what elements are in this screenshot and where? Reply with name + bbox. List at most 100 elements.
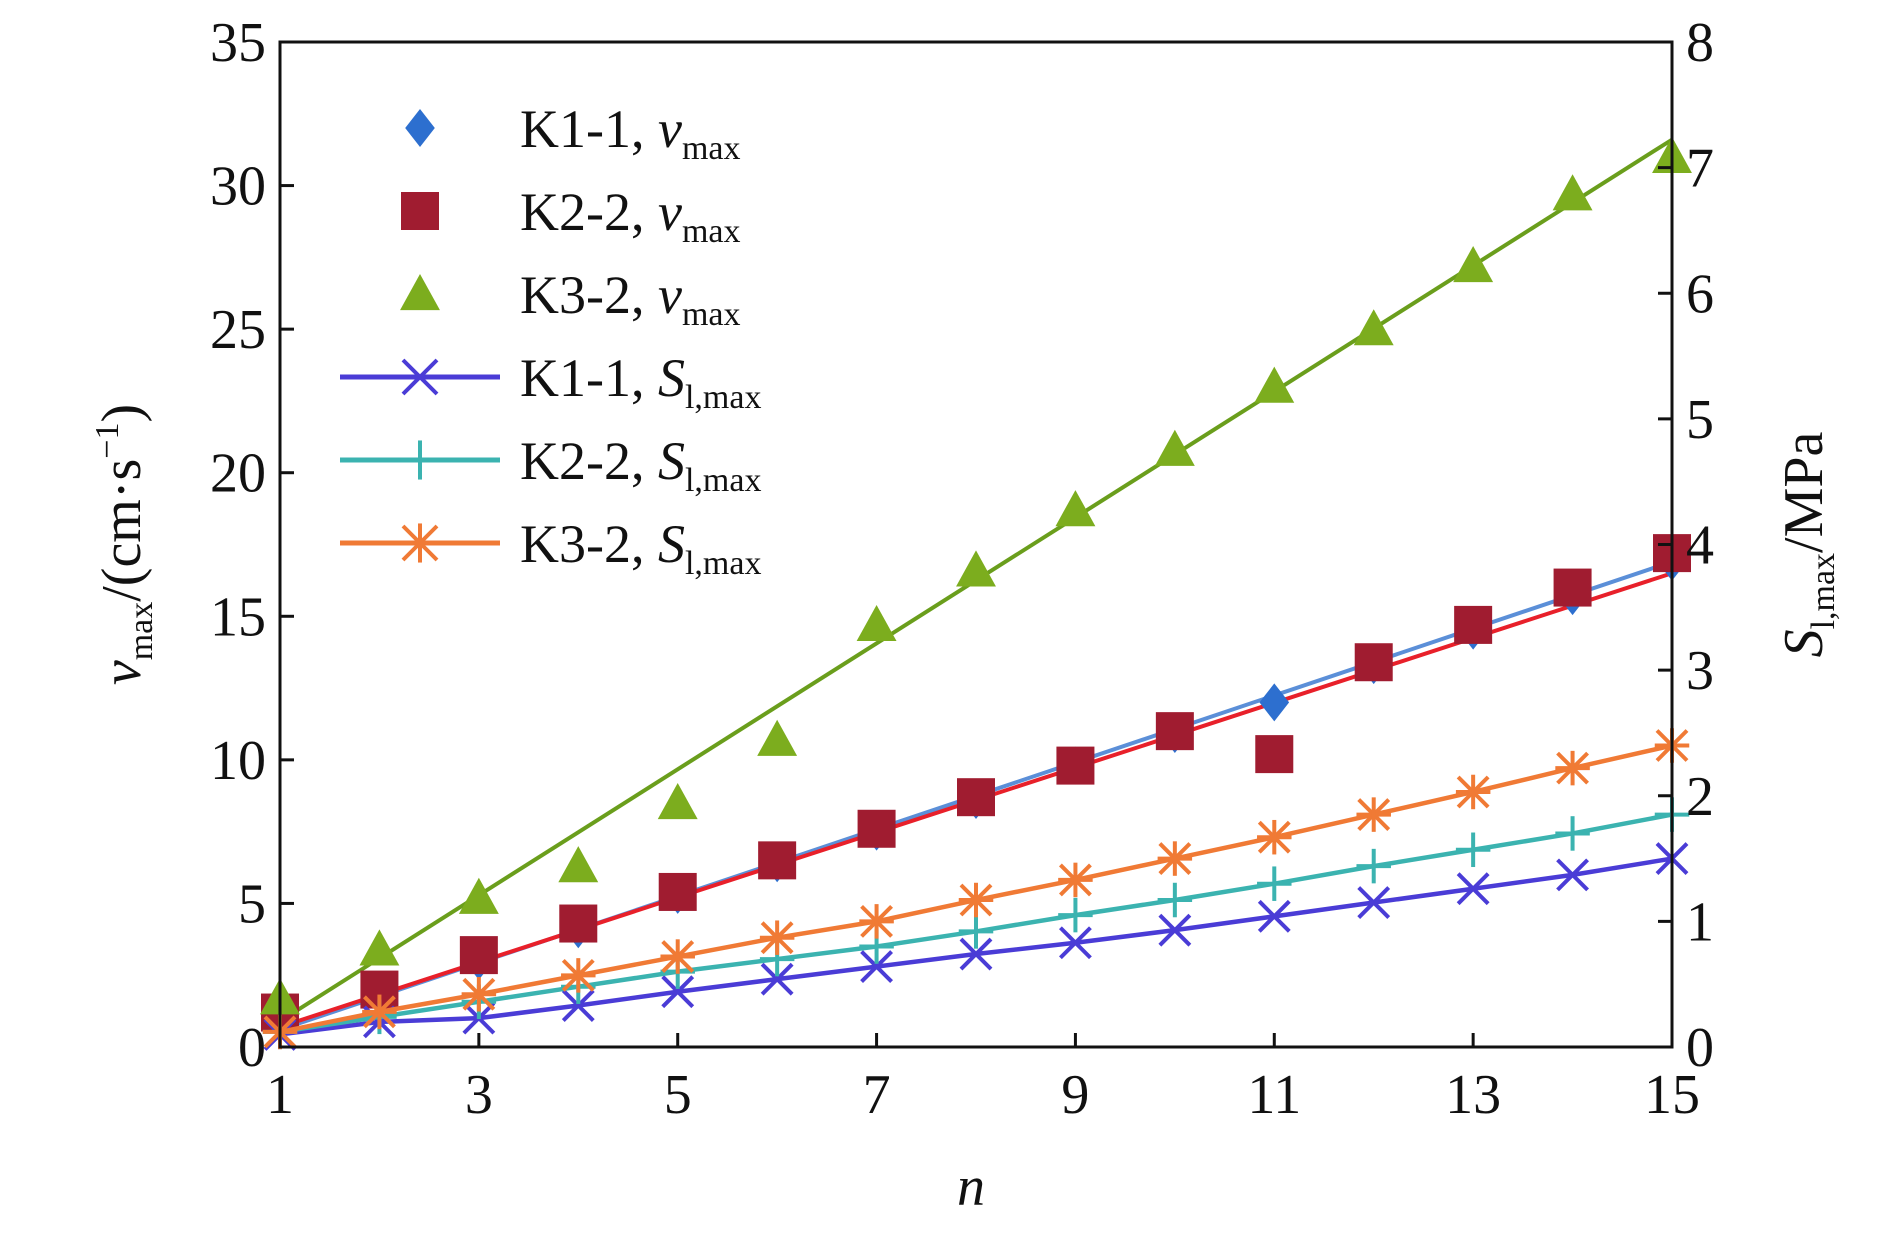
legend-quantity: v — [658, 265, 682, 325]
data-point — [859, 904, 894, 939]
data-point — [558, 846, 599, 883]
data-point — [857, 809, 896, 848]
y-right-title-unit: /MPa — [1773, 431, 1835, 552]
legend-sub: max — [682, 213, 741, 250]
legend-item: K3-2, Sl,max — [340, 514, 761, 582]
series-k2-2-v — [261, 534, 1691, 1032]
data-point — [658, 872, 697, 911]
data-point — [1257, 819, 1292, 855]
data-point-stroke — [760, 962, 794, 996]
data-point-stroke — [959, 937, 993, 971]
data-point — [1155, 712, 1194, 751]
data-point — [1555, 750, 1590, 786]
data-point — [661, 975, 695, 1009]
y-left-tick-label: 0 — [238, 1017, 266, 1079]
data-point — [1058, 897, 1093, 933]
data-point — [1056, 746, 1095, 785]
data-point — [959, 937, 993, 971]
data-point — [1555, 816, 1590, 851]
legend-name: K2-2, — [520, 182, 658, 242]
legend-label: K2-2, vmax — [520, 182, 741, 250]
legend-marker — [400, 274, 440, 311]
data-point — [561, 958, 596, 993]
y-right-title-var: S — [1773, 629, 1835, 657]
data-point — [956, 550, 996, 587]
data-point — [559, 904, 598, 943]
legend-label: K3-2, Sl,max — [520, 514, 761, 582]
x-tick-label: 5 — [664, 1064, 692, 1126]
y-right-tick-label: 8 — [1686, 12, 1714, 74]
y-left-tick-label: 10 — [210, 730, 266, 792]
data-point-stroke — [561, 989, 595, 1022]
y-left-tick-label: 5 — [238, 873, 266, 935]
legend-sub: max — [682, 130, 741, 167]
y-right-tick-label: 0 — [1686, 1017, 1714, 1079]
legend-quantity: v — [658, 99, 682, 159]
data-point — [957, 778, 995, 817]
data-point-stroke — [1357, 886, 1391, 919]
legend-quantity: v — [658, 182, 682, 242]
data-point — [1157, 841, 1193, 876]
y-right-axis-title: Sl,max/MPa — [1773, 431, 1842, 657]
y-left-tick-label: 30 — [210, 156, 266, 218]
legend-sub: l,max — [685, 545, 761, 582]
y-left-tick-label: 35 — [210, 12, 266, 74]
y-right-title-sub: l,max — [1805, 553, 1842, 629]
legend-marker — [405, 109, 435, 147]
data-point — [461, 976, 497, 1012]
data-point — [1454, 605, 1493, 644]
data-point — [561, 989, 595, 1022]
x-tick-label: 7 — [863, 1064, 891, 1126]
data-point — [1455, 832, 1491, 868]
legend-item: K1-1, vmax — [405, 99, 741, 167]
legend-item: K2-2, vmax — [401, 182, 741, 250]
data-point — [856, 604, 897, 642]
data-point — [1354, 643, 1393, 682]
data-point-stroke — [1059, 926, 1092, 960]
data-point — [459, 936, 498, 975]
data-point — [759, 920, 795, 955]
legend-marker — [401, 358, 439, 396]
legend-label: K1-1, Sl,max — [520, 348, 761, 416]
legend-marker — [400, 440, 440, 480]
y-left-title-unit: /(cm·s — [91, 459, 153, 602]
data-point-stroke — [1556, 858, 1589, 892]
legend-item: K3-2, vmax — [400, 265, 741, 333]
legend-quantity: S — [658, 348, 685, 408]
legend-sub: l,max — [685, 379, 761, 416]
axes-layer: 1 3 5 7 9 11 13 1505101520253035012345678nvmax/… — [89, 12, 1842, 1218]
data-point — [1356, 797, 1391, 832]
series-k3-2-s — [262, 728, 1690, 1050]
series-k3-2-v — [260, 136, 1692, 1015]
series-layer — [260, 136, 1692, 1051]
data-point — [1257, 899, 1291, 933]
y-left-title-sup: −1 — [89, 423, 126, 459]
data-point — [758, 841, 797, 880]
x-tick-label: 15 — [1644, 1064, 1700, 1126]
y-left-tick-label: 15 — [210, 586, 266, 648]
data-point — [1154, 429, 1195, 466]
data-point — [1357, 886, 1391, 919]
legend-label: K3-2, vmax — [520, 265, 741, 333]
legend-label: K1-1, vmax — [520, 99, 741, 167]
data-point — [1157, 882, 1193, 918]
data-point — [1059, 926, 1092, 960]
legend-marker — [401, 192, 439, 230]
y-left-tick-label: 20 — [210, 443, 266, 505]
data-point — [1257, 866, 1292, 901]
data-point-stroke — [860, 950, 893, 984]
legend-label: K2-2, Sl,max — [520, 431, 761, 499]
data-point-stroke — [1257, 899, 1291, 933]
data-point — [1556, 858, 1589, 892]
data-point — [1353, 309, 1394, 346]
y-left-title-sub: max — [123, 602, 160, 661]
data-point — [760, 962, 794, 996]
x-tick-label: 13 — [1445, 1064, 1501, 1126]
legend-item: K2-2, Sl,max — [340, 431, 761, 499]
data-point — [1055, 490, 1096, 527]
data-point — [362, 994, 397, 1030]
legend-quantity: S — [658, 431, 685, 491]
